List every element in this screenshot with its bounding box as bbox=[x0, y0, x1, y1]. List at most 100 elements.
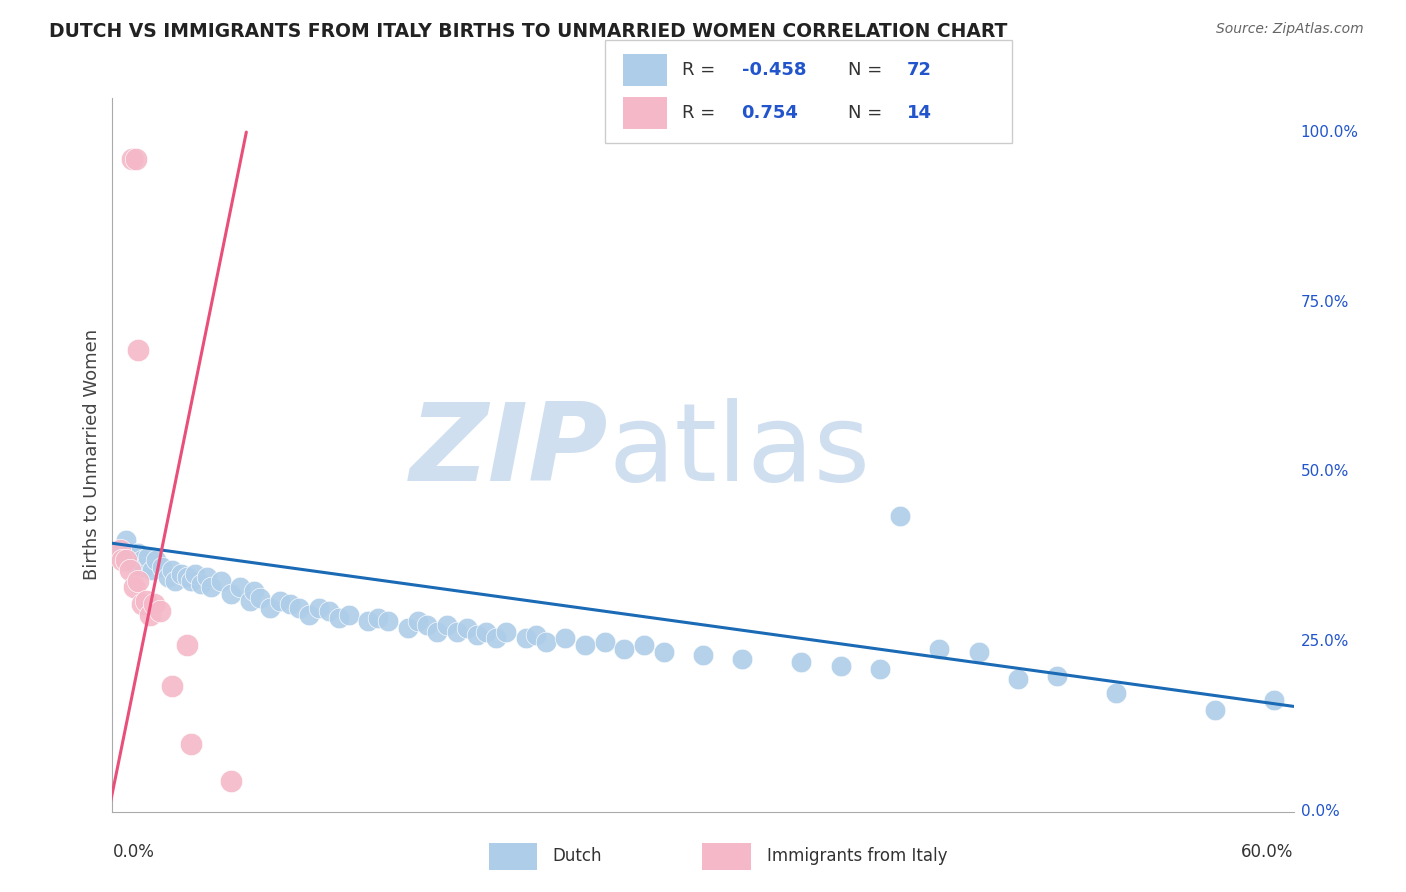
Point bbox=[131, 598, 153, 612]
Point bbox=[121, 153, 143, 167]
Point bbox=[298, 607, 321, 622]
Text: Dutch: Dutch bbox=[553, 847, 602, 865]
Point bbox=[830, 658, 852, 673]
Text: Source: ZipAtlas.com: Source: ZipAtlas.com bbox=[1216, 22, 1364, 37]
Point bbox=[111, 543, 134, 558]
Point bbox=[446, 624, 468, 639]
Text: 0.0%: 0.0% bbox=[1301, 805, 1340, 819]
Point bbox=[209, 574, 232, 588]
FancyBboxPatch shape bbox=[489, 843, 537, 870]
Point bbox=[928, 641, 950, 656]
Point bbox=[515, 632, 537, 646]
Point bbox=[465, 628, 488, 642]
Point bbox=[692, 648, 714, 663]
FancyBboxPatch shape bbox=[703, 843, 751, 870]
Point bbox=[574, 638, 596, 652]
Point bbox=[426, 624, 449, 639]
Point bbox=[1263, 692, 1285, 706]
Point bbox=[219, 587, 242, 601]
Point bbox=[139, 607, 162, 622]
Text: 0.0%: 0.0% bbox=[112, 843, 155, 861]
Point bbox=[1105, 686, 1128, 700]
Point bbox=[288, 600, 311, 615]
Point bbox=[142, 598, 165, 612]
Point bbox=[485, 632, 508, 646]
Text: R =: R = bbox=[682, 61, 716, 78]
Point bbox=[219, 774, 242, 789]
Point bbox=[125, 153, 148, 167]
Point bbox=[524, 628, 547, 642]
Point bbox=[190, 577, 212, 591]
Point bbox=[1204, 703, 1226, 717]
Text: 100.0%: 100.0% bbox=[1301, 125, 1358, 140]
Point bbox=[436, 617, 458, 632]
Point bbox=[160, 564, 183, 578]
Text: DUTCH VS IMMIGRANTS FROM ITALY BIRTHS TO UNMARRIED WOMEN CORRELATION CHART: DUTCH VS IMMIGRANTS FROM ITALY BIRTHS TO… bbox=[49, 22, 1008, 41]
Point bbox=[652, 645, 675, 659]
Point bbox=[145, 553, 167, 567]
Point bbox=[475, 624, 498, 639]
Point bbox=[135, 594, 157, 608]
Point bbox=[111, 553, 134, 567]
Text: N =: N = bbox=[848, 104, 882, 122]
Point bbox=[249, 591, 271, 605]
Point bbox=[131, 553, 153, 567]
Point bbox=[495, 624, 517, 639]
Point bbox=[554, 632, 576, 646]
Point bbox=[534, 635, 557, 649]
Point bbox=[328, 611, 350, 625]
Point bbox=[869, 662, 891, 676]
Point bbox=[127, 574, 149, 588]
Point bbox=[456, 621, 478, 635]
Point bbox=[259, 600, 281, 615]
Text: Immigrants from Italy: Immigrants from Italy bbox=[766, 847, 948, 865]
FancyBboxPatch shape bbox=[623, 97, 666, 129]
Point bbox=[308, 600, 330, 615]
Point bbox=[367, 611, 389, 625]
Point bbox=[593, 635, 616, 649]
Point bbox=[115, 553, 138, 567]
Point bbox=[416, 617, 439, 632]
Point bbox=[115, 533, 138, 547]
Point bbox=[132, 560, 155, 574]
Text: 0.754: 0.754 bbox=[741, 104, 799, 122]
Point bbox=[633, 638, 655, 652]
Point bbox=[613, 641, 636, 656]
Point bbox=[195, 570, 218, 584]
Point bbox=[357, 615, 380, 629]
Point bbox=[165, 574, 187, 588]
Point bbox=[127, 343, 149, 357]
Text: 60.0%: 60.0% bbox=[1241, 843, 1294, 861]
Point bbox=[122, 581, 145, 595]
Point bbox=[967, 645, 990, 659]
Point bbox=[121, 549, 143, 564]
Point bbox=[889, 509, 911, 524]
Text: 72: 72 bbox=[907, 61, 932, 78]
Point bbox=[377, 615, 399, 629]
Point bbox=[136, 549, 159, 564]
Point bbox=[160, 679, 183, 693]
Point bbox=[184, 566, 207, 581]
Point bbox=[243, 583, 266, 598]
Point bbox=[318, 604, 340, 618]
Text: 50.0%: 50.0% bbox=[1301, 465, 1348, 479]
Point bbox=[396, 621, 419, 635]
Text: atlas: atlas bbox=[609, 399, 870, 504]
Point bbox=[170, 566, 193, 581]
Point bbox=[127, 546, 149, 560]
Point bbox=[176, 638, 198, 652]
Point bbox=[278, 598, 301, 612]
Text: 25.0%: 25.0% bbox=[1301, 634, 1348, 649]
Point bbox=[239, 594, 262, 608]
Point bbox=[110, 543, 132, 558]
Point bbox=[150, 560, 173, 574]
Point bbox=[200, 581, 222, 595]
Point bbox=[149, 604, 172, 618]
Point bbox=[1046, 669, 1069, 683]
FancyBboxPatch shape bbox=[623, 54, 666, 86]
Point bbox=[120, 564, 142, 578]
Point bbox=[141, 564, 163, 578]
Point bbox=[180, 574, 202, 588]
Point bbox=[176, 570, 198, 584]
Point bbox=[406, 615, 429, 629]
